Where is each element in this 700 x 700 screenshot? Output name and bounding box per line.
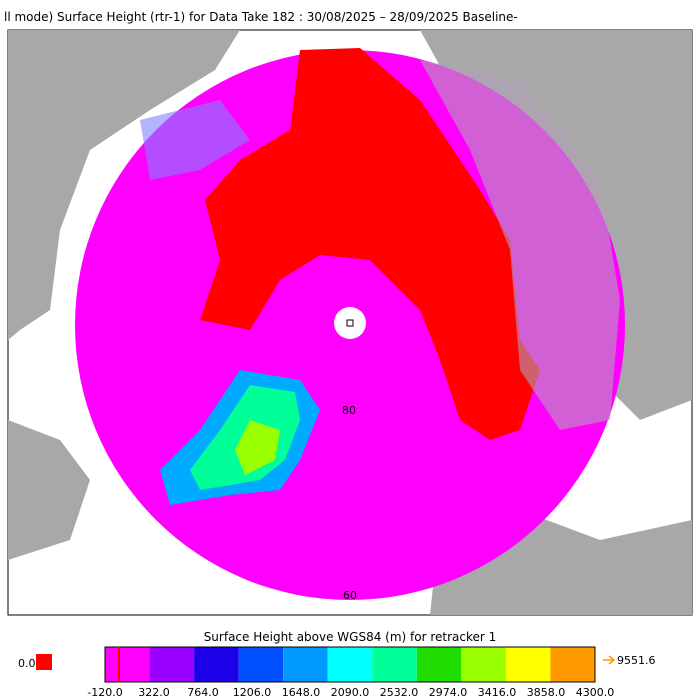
- colorbar-bin: [194, 647, 239, 682]
- map: 80 60: [7, 29, 693, 616]
- sparse-region: [420, 60, 620, 430]
- under-swatch: [36, 654, 52, 670]
- land: [8, 30, 240, 340]
- colorbar-bin: [505, 647, 551, 682]
- greenland-summit: [235, 420, 280, 475]
- latitude-label: 80: [342, 404, 356, 417]
- colorbar-bin: [416, 647, 462, 682]
- mountain-region: [140, 100, 250, 180]
- colorbar-tick-label: 4300.0: [576, 686, 615, 699]
- colorbar-tick-label: 1648.0: [282, 686, 321, 699]
- pole-hole: [334, 307, 366, 339]
- colorbar-tick-label: 3858.0: [527, 686, 566, 699]
- colorbar-outline: [104, 646, 596, 683]
- pole-marker: [346, 319, 354, 327]
- latitude-label: 60: [343, 589, 357, 602]
- colorbar-tick-label: 322.0: [138, 686, 170, 699]
- title: ll mode) Surface Height (rtr-1) for Data…: [4, 10, 518, 24]
- colorbar-bin: [327, 647, 373, 682]
- colorbar-tick-label: -120.0: [87, 686, 122, 699]
- colorbar: Surface Height above WGS84 (m) for retra…: [18, 630, 656, 699]
- colorbar-bin: [149, 647, 195, 682]
- colorbar-bin: [461, 647, 506, 682]
- under-label: 0.0: [18, 657, 36, 670]
- colorbar-tick-label: 2974.0: [429, 686, 468, 699]
- colorbar-bin: [283, 647, 328, 682]
- colorbar-title: Surface Height above WGS84 (m) for retra…: [204, 630, 497, 644]
- colorbar-bin: [238, 647, 284, 682]
- colorbar-bin: [550, 647, 595, 682]
- colorbar-bin: [105, 647, 150, 682]
- over-arrow-head: [608, 655, 616, 665]
- colorbar-tick-label: 3416.0: [478, 686, 517, 699]
- sea-ice-region: [200, 48, 540, 440]
- over-label: 9551.6: [617, 654, 656, 667]
- colorbar-tick-label: 2090.0: [331, 686, 370, 699]
- colorbar-bin: [372, 647, 417, 682]
- colorbar-tick-label: 2532.0: [380, 686, 419, 699]
- land: [8, 420, 90, 560]
- colorbar-tick-label: 1206.0: [233, 686, 272, 699]
- colorbar-tick-label: 764.0: [187, 686, 219, 699]
